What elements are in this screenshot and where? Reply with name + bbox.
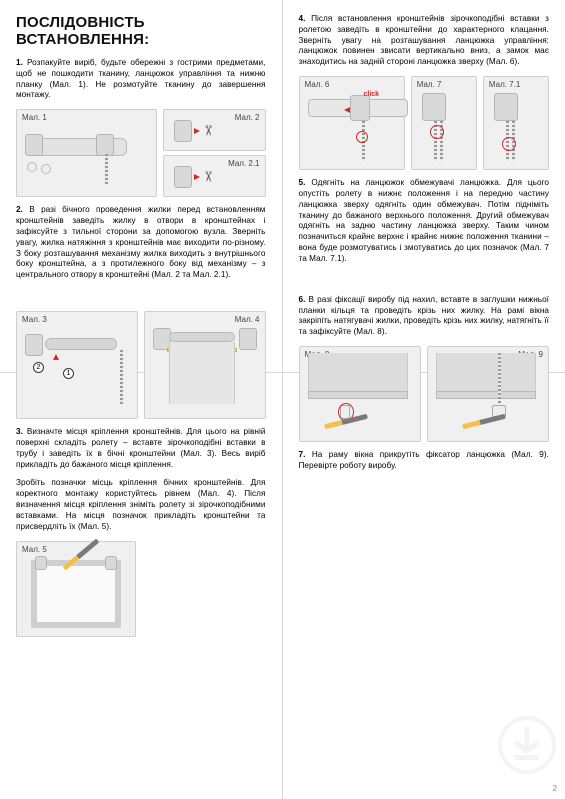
fig-3-label: Мал. 3: [21, 315, 48, 324]
fig-7-label: Мал. 7: [416, 80, 443, 89]
fig-6-label: Мал. 6: [304, 80, 331, 89]
fig-2-label: Мал. 2: [234, 113, 261, 122]
callout-2: 2: [33, 362, 44, 373]
fig-row-1: Мал. 1 Мал. 2 ✂ Мал. 2.1 ✂: [16, 109, 266, 197]
page-title: Послідовність встановлення:: [16, 14, 266, 48]
figure-7: Мал. 7: [411, 76, 477, 170]
step-3b-text: Зробіть позначки місць кріплення бічних …: [16, 478, 266, 530]
figure-9: Мал. 9: [427, 346, 549, 442]
figure-3: Мал. 3 2 1: [16, 311, 138, 419]
step-7: 7. На раму вікна прикрутіть фіксатор лан…: [299, 450, 550, 472]
step-2-text: В разі бічного проведення жилки перед вс…: [16, 205, 266, 279]
step-1-text: Розпакуйте виріб, будьте обережні з гост…: [16, 58, 266, 99]
fig-row-5: Мал. 8 Мал. 9: [299, 346, 550, 442]
figure-1: Мал. 1: [16, 109, 157, 197]
left-column: Послідовність встановлення: 1. Розпакуйт…: [0, 0, 283, 799]
figure-8: Мал. 8: [299, 346, 421, 442]
step-3a: 3. Визначте місця кріплення кронштейнів.…: [16, 427, 266, 470]
step-6-text: В разі фіксації виробу під нахил, вставт…: [299, 295, 550, 336]
fig-row-2: Мал. 3 2 1 Мал. 4: [16, 311, 266, 419]
figure-4: Мал. 4: [144, 311, 266, 419]
step-1: 1. Розпакуйте виріб, будьте обережні з г…: [16, 58, 266, 101]
step-3b: Зробіть позначки місць кріплення бічних …: [16, 478, 266, 532]
step-2: 2. В разі бічного проведення жилки перед…: [16, 205, 266, 281]
figure-6: Мал. 6 click: [299, 76, 405, 170]
figure-5: Мал. 5: [16, 541, 136, 637]
step-4: 4. Після встановлення кронштейнів зірочк…: [299, 14, 550, 68]
step-3a-text: Визначте місця кріплення кронштейнів. Дл…: [16, 427, 266, 468]
step-7-text: На раму вікна прикрутіть фіксатор ланцюж…: [299, 450, 550, 470]
click-label: click: [364, 91, 380, 98]
figure-2: Мал. 2 ✂: [163, 109, 266, 151]
callout-1: 1: [63, 368, 74, 379]
step-4-text: Після встановлення кронштейнів зірочкопо…: [299, 14, 550, 66]
figure-7-1: Мал. 7.1: [483, 76, 549, 170]
step-5-text: Одягніть на ланцюжок обмежувачі ланцюжка…: [299, 178, 550, 263]
right-column: 4. Після встановлення кронштейнів зірочк…: [283, 0, 565, 799]
watermark-icon: [497, 715, 557, 775]
scissors-icon: ✂: [199, 125, 216, 137]
instruction-page: Послідовність встановлення: 1. Розпакуйт…: [0, 0, 565, 799]
fig-4-label: Мал. 4: [234, 315, 261, 324]
step-5: 5. Одягніть на ланцюжок обмежувачі ланцю…: [299, 178, 550, 265]
step-6: 6. В разі фіксації виробу під нахил, вст…: [299, 295, 550, 338]
figure-2-1: Мал. 2.1 ✂: [163, 155, 266, 197]
fig-row-4: Мал. 6 click Мал. 7 Мал. 7.1: [299, 76, 550, 170]
scissors-icon-2: ✂: [199, 171, 216, 183]
fig-71-label: Мал. 7.1: [488, 80, 521, 89]
page-number: 2: [553, 784, 557, 793]
fig-21-label: Мал. 2.1: [227, 159, 260, 168]
fig-1-label: Мал. 1: [21, 113, 48, 122]
fig-5-label: Мал. 5: [21, 545, 48, 554]
fig-row-3: Мал. 5: [16, 541, 266, 637]
